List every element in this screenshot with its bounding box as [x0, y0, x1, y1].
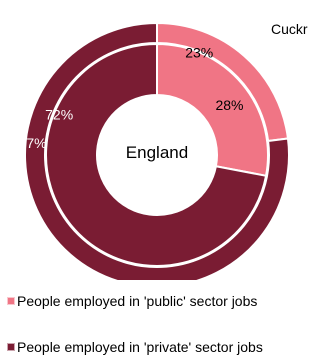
outer-slice-label-private: 77%: [19, 135, 47, 151]
inner-slice-public[interactable]: [156, 42, 269, 177]
center-label: England: [126, 143, 188, 162]
inner-slice-label-private: 72%: [45, 106, 73, 122]
outer-ring-label: Cuckr: [271, 21, 308, 37]
outer-slice-label-public: 23%: [185, 44, 213, 60]
legend-swatch-public: [7, 297, 15, 305]
inner-ring: [45, 42, 269, 267]
slice-labels: 23% 77% 28% 72%: [19, 44, 244, 151]
legend-label-public: People employed in 'public' sector jobs: [17, 293, 258, 309]
inner-slice-label-public: 28%: [215, 97, 243, 113]
legend-item-private[interactable]: People employed in 'private' sector jobs: [7, 338, 327, 356]
legend-label-private: People employed in 'private' sector jobs: [17, 339, 263, 355]
donut-chart: 23% 77% 28% 72% England Cuckr: [19, 21, 308, 280]
legend: People employed in 'public' sector jobs …: [7, 292, 327, 356]
legend-swatch-private: [7, 343, 15, 351]
inner-slice-private[interactable]: [45, 42, 268, 267]
legend-item-public[interactable]: People employed in 'public' sector jobs: [7, 292, 327, 310]
